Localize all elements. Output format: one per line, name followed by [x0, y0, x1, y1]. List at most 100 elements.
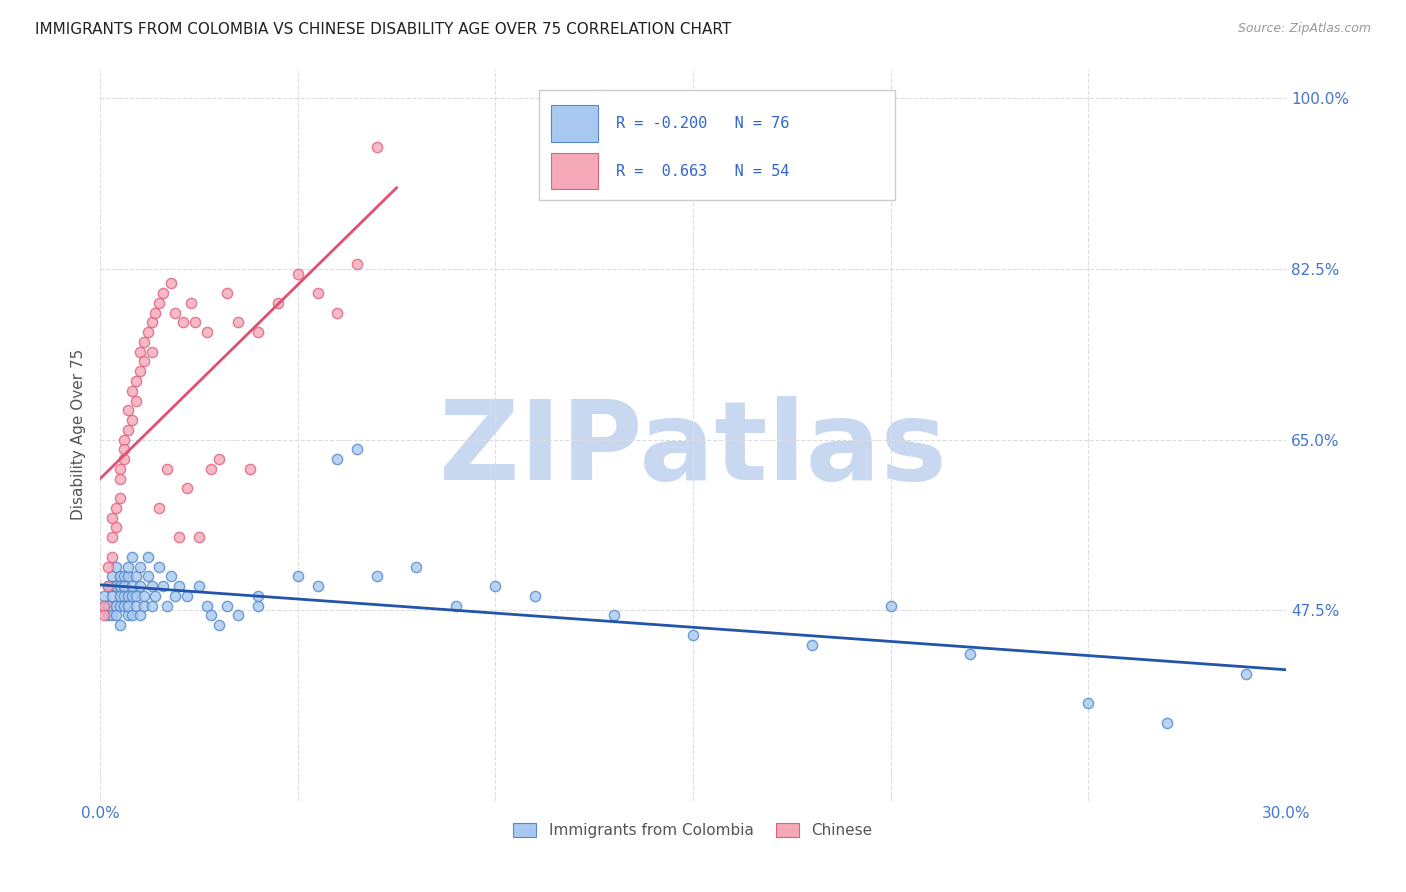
Text: R = -0.200   N = 76: R = -0.200 N = 76 — [616, 116, 789, 131]
Point — [108, 579, 131, 593]
Point — [187, 530, 209, 544]
Point — [167, 579, 190, 593]
Point — [117, 559, 139, 574]
Point — [104, 500, 127, 515]
Point — [141, 599, 163, 613]
Point — [228, 315, 250, 329]
Point — [104, 599, 127, 613]
Text: IMMIGRANTS FROM COLOMBIA VS CHINESE DISABILITY AGE OVER 75 CORRELATION CHART: IMMIGRANTS FROM COLOMBIA VS CHINESE DISA… — [35, 22, 731, 37]
Point — [287, 569, 309, 583]
Point — [160, 277, 183, 291]
Point — [117, 423, 139, 437]
Point — [128, 579, 150, 593]
FancyBboxPatch shape — [538, 90, 894, 201]
Point — [101, 530, 124, 544]
Point — [97, 599, 120, 613]
Point — [112, 589, 135, 603]
Point — [136, 549, 159, 564]
Point — [97, 579, 120, 593]
Point — [1077, 696, 1099, 710]
Point — [145, 305, 167, 319]
Point — [128, 364, 150, 378]
Point — [152, 286, 174, 301]
Point — [148, 296, 170, 310]
Point — [101, 608, 124, 623]
Point — [121, 608, 143, 623]
Point — [160, 569, 183, 583]
Point — [97, 608, 120, 623]
Point — [132, 354, 155, 368]
Point — [112, 433, 135, 447]
Point — [136, 569, 159, 583]
Point — [215, 286, 238, 301]
Point — [152, 579, 174, 593]
Point — [346, 257, 368, 271]
Point — [104, 559, 127, 574]
Point — [93, 599, 115, 613]
Point — [405, 559, 427, 574]
Point — [141, 579, 163, 593]
Point — [112, 579, 135, 593]
Point — [132, 599, 155, 613]
Point — [148, 559, 170, 574]
Point — [165, 589, 187, 603]
Point — [187, 579, 209, 593]
Point — [682, 628, 704, 642]
Point — [125, 589, 148, 603]
Point — [93, 608, 115, 623]
Point — [195, 325, 218, 339]
Point — [307, 579, 329, 593]
Point — [128, 344, 150, 359]
Point — [101, 589, 124, 603]
Point — [176, 482, 198, 496]
Point — [121, 413, 143, 427]
Point — [108, 491, 131, 505]
Point — [603, 608, 626, 623]
Point — [247, 589, 270, 603]
Point — [101, 579, 124, 593]
Point — [215, 599, 238, 613]
Point — [307, 286, 329, 301]
Point — [117, 589, 139, 603]
Point — [141, 344, 163, 359]
FancyBboxPatch shape — [551, 105, 598, 142]
Point — [167, 530, 190, 544]
Point — [104, 579, 127, 593]
Point — [93, 599, 115, 613]
Point — [200, 608, 222, 623]
Point — [176, 589, 198, 603]
Point — [208, 618, 231, 632]
Point — [326, 305, 349, 319]
Point — [128, 608, 150, 623]
Point — [112, 442, 135, 457]
Point — [108, 569, 131, 583]
Text: R =  0.663   N = 54: R = 0.663 N = 54 — [616, 163, 789, 178]
Point — [101, 569, 124, 583]
Point — [444, 599, 467, 613]
Point — [117, 599, 139, 613]
Text: Source: ZipAtlas.com: Source: ZipAtlas.com — [1237, 22, 1371, 36]
Point — [879, 599, 901, 613]
Point — [108, 618, 131, 632]
Point — [101, 510, 124, 524]
Point — [132, 334, 155, 349]
Point — [247, 325, 270, 339]
Point — [172, 315, 194, 329]
Point — [326, 452, 349, 467]
Point — [165, 305, 187, 319]
Point — [195, 599, 218, 613]
Point — [247, 599, 270, 613]
Text: ZIPatlas: ZIPatlas — [439, 396, 946, 503]
Point — [117, 569, 139, 583]
Point — [97, 559, 120, 574]
Point — [108, 472, 131, 486]
Point — [121, 384, 143, 398]
Point — [112, 452, 135, 467]
Point — [148, 500, 170, 515]
Point — [287, 267, 309, 281]
Point — [128, 559, 150, 574]
Point — [228, 608, 250, 623]
Point — [117, 403, 139, 417]
Point — [959, 648, 981, 662]
Point — [346, 442, 368, 457]
